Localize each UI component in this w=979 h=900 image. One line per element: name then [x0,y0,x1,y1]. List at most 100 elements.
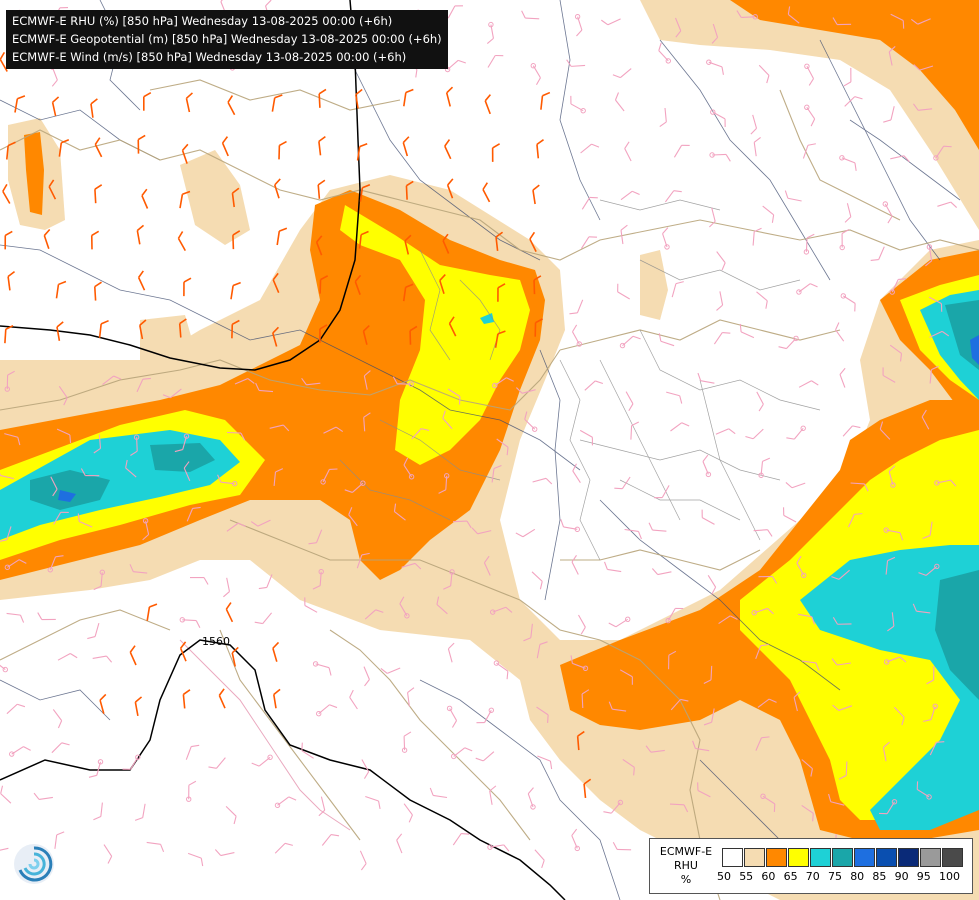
wind-barb [527,787,536,810]
wind-barb [570,95,586,114]
legend-tick-label: 95 [916,870,931,883]
wind-barb [136,377,151,393]
map-header: ECMWF-E RHU (%) [850 hPa] Wednesday 13-0… [6,10,448,69]
wind-barb [318,135,326,156]
wind-barb [884,656,907,665]
wind-barb [922,521,933,540]
wind-barb [134,803,146,821]
wind-barb [208,757,226,769]
wind-barb [840,293,856,312]
wind-barb [608,616,631,628]
wind-barb [620,224,628,245]
wind-barb [130,434,140,456]
wind-barb [654,485,670,499]
wind-barb [529,231,537,252]
wind-barb [574,14,583,37]
wind-barb [179,641,187,662]
wind-barb [718,615,738,625]
wind-barb [782,507,797,523]
wind-barb [487,54,504,68]
wind-barb [142,518,150,541]
wind-barb [272,641,280,662]
wind-barb [321,834,340,846]
wind-barb [0,467,15,480]
wind-barb [51,96,60,117]
wind-barb [93,434,102,454]
wind-barb [760,793,776,812]
wind-barb [318,88,327,108]
wind-barb [4,559,27,570]
rhu-legend: ECMWF-E RHU % 50 55 60 65 70 75 80 85 90 95 100 [649,838,973,894]
wind-barb [349,689,358,710]
wind-barb [758,457,771,478]
legend-tick-label: 100 [939,870,960,883]
wind-barb [619,669,633,685]
wind-barb [804,63,815,86]
legend-tick-label: 75 [828,870,842,883]
wind-barb [578,614,586,635]
wind-barb [483,555,491,576]
wind-barb [702,454,712,478]
wind-barb [392,376,414,387]
wind-barb [832,704,853,711]
wind-barb [493,660,509,680]
wind-barb [934,479,957,487]
wind-barb [380,667,401,674]
wind-barb [54,831,65,849]
wind-barb [736,10,758,20]
wind-barb [301,377,321,386]
wind-barb [838,761,848,780]
wind-barb [669,803,689,813]
wind-barb [581,196,598,210]
wind-barb [255,382,274,393]
wind-barb [534,849,545,869]
wind-barb [757,698,777,708]
wind-barb [673,144,690,158]
wind-barb [658,333,675,347]
wind-barb [77,513,93,528]
wind-barb [319,324,328,343]
legend-swatch [810,848,831,867]
wind-barb [43,228,51,250]
wind-barb [572,324,582,347]
wind-barb [787,6,800,24]
wind-barb [226,522,246,532]
wind-barb [711,23,719,44]
wind-barb [139,319,147,340]
wind-barb [223,577,231,598]
wind-barb [476,707,494,724]
wind-barb [929,330,950,338]
wind-barb [739,323,755,339]
wind-barb [888,465,896,488]
wind-barb [580,143,600,154]
legend-swatch [920,848,941,867]
wind-barb [701,509,715,525]
wind-barb [630,421,640,440]
wind-barb [745,428,764,440]
wind-barb [320,468,338,485]
wind-barb [648,522,667,532]
wind-barb [756,291,768,309]
wind-barb [832,617,852,625]
wind-barb [758,575,778,584]
wind-barb [98,319,109,338]
wind-barb [274,842,293,854]
wind-barb [227,95,236,116]
wind-barb [572,463,581,483]
wind-barb [802,143,816,159]
wind-barb [709,152,731,162]
wind-barb [103,844,113,864]
wind-barb [584,380,604,391]
wind-barb [889,344,903,362]
legend-swatch [898,848,919,867]
header-line-geopotential: ECMWF-E Geopotential (m) [850 hPa] Wedne… [12,32,442,46]
wind-barb [231,319,240,339]
wind-barb [532,184,540,205]
wind-barb [937,201,958,208]
wind-barb [839,228,850,251]
wind-barb [570,655,589,671]
wind-barb [521,10,540,20]
wind-barb [187,852,204,867]
wind-barb [7,271,16,291]
wind-barb [581,689,590,709]
